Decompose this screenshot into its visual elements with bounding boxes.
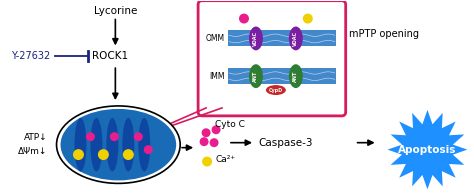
Circle shape bbox=[73, 149, 84, 160]
Text: Cyto C: Cyto C bbox=[215, 120, 245, 129]
Ellipse shape bbox=[122, 118, 134, 171]
Circle shape bbox=[134, 132, 143, 141]
Ellipse shape bbox=[289, 64, 303, 88]
Circle shape bbox=[211, 125, 220, 134]
Circle shape bbox=[98, 149, 109, 160]
Text: CypD: CypD bbox=[269, 88, 283, 93]
Ellipse shape bbox=[249, 64, 263, 88]
Ellipse shape bbox=[138, 118, 150, 171]
Circle shape bbox=[202, 157, 212, 167]
Ellipse shape bbox=[106, 118, 118, 171]
Text: Apoptosis: Apoptosis bbox=[398, 145, 456, 155]
Text: mPTP opening: mPTP opening bbox=[349, 29, 419, 39]
Circle shape bbox=[303, 14, 313, 24]
Text: Lycorine: Lycorine bbox=[94, 6, 137, 16]
Circle shape bbox=[201, 128, 210, 137]
Text: ATP↓: ATP↓ bbox=[24, 133, 47, 142]
Circle shape bbox=[110, 132, 119, 141]
FancyBboxPatch shape bbox=[228, 68, 336, 84]
Text: ANT: ANT bbox=[293, 70, 298, 82]
Ellipse shape bbox=[249, 27, 263, 50]
FancyBboxPatch shape bbox=[198, 1, 346, 116]
Text: Ca²⁺: Ca²⁺ bbox=[215, 155, 235, 164]
Text: OMM: OMM bbox=[206, 34, 225, 43]
Text: ΔΨm↓: ΔΨm↓ bbox=[18, 147, 47, 156]
Circle shape bbox=[210, 138, 219, 147]
Ellipse shape bbox=[91, 118, 102, 171]
Ellipse shape bbox=[74, 118, 86, 171]
Circle shape bbox=[239, 14, 249, 24]
FancyBboxPatch shape bbox=[228, 30, 336, 46]
Circle shape bbox=[144, 145, 153, 154]
Ellipse shape bbox=[266, 85, 286, 95]
Text: ROCK1: ROCK1 bbox=[92, 51, 128, 61]
Text: Y-27632: Y-27632 bbox=[11, 51, 50, 61]
Ellipse shape bbox=[56, 106, 180, 183]
Text: VDAC: VDAC bbox=[293, 31, 298, 46]
Text: VDAC: VDAC bbox=[254, 31, 258, 46]
Text: ANT: ANT bbox=[254, 70, 258, 82]
Circle shape bbox=[200, 137, 209, 146]
Text: IMM: IMM bbox=[210, 72, 225, 81]
Ellipse shape bbox=[61, 109, 176, 180]
Circle shape bbox=[123, 149, 134, 160]
Circle shape bbox=[86, 132, 95, 141]
Ellipse shape bbox=[289, 27, 303, 50]
Polygon shape bbox=[388, 110, 467, 189]
Text: Caspase-3: Caspase-3 bbox=[258, 138, 312, 148]
